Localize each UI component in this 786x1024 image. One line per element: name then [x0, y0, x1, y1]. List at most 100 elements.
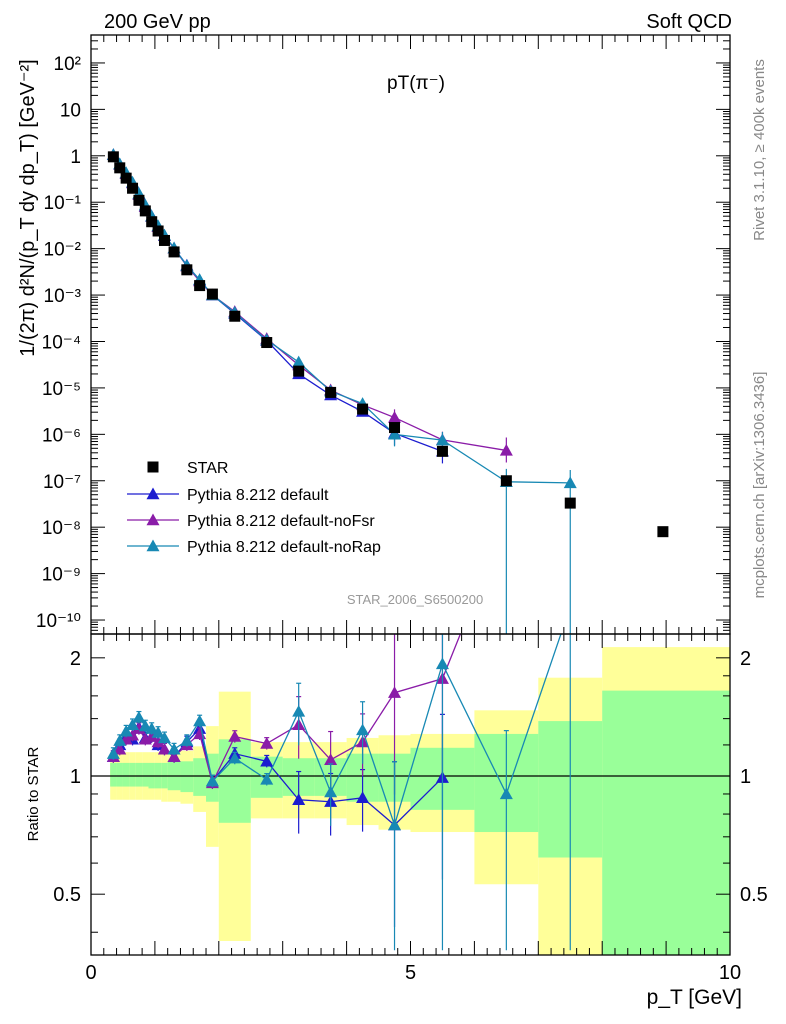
- y-tick-label: 10⁻⁸: [42, 518, 81, 539]
- data-point: [388, 411, 402, 423]
- ratio-y-tick-label-right: 0.5: [740, 884, 768, 906]
- data-point: [357, 403, 369, 415]
- y-tick-label: 10: [60, 100, 81, 121]
- main-panel: pT(π⁻) STAR_2006_S6500200 1/(2π) d²N/(p_…: [17, 34, 768, 635]
- ratio-y-tick-label: 2: [70, 648, 81, 670]
- x-axis-label: p_T [GeV]: [647, 986, 742, 1009]
- series-line: [112, 154, 507, 452]
- ratio-point: [260, 772, 274, 785]
- ratio-point: [292, 793, 306, 805]
- legend-marker: [146, 539, 160, 552]
- ratio-point: [193, 714, 207, 727]
- band-inner: [602, 690, 730, 955]
- data-point: [435, 433, 449, 446]
- ratio-point: [324, 753, 338, 765]
- ratio-point: [106, 747, 120, 759]
- legend-marker: [146, 513, 160, 526]
- data-point: [229, 310, 241, 322]
- data-point: [194, 280, 206, 292]
- y-tick-label: 10⁻⁹: [42, 565, 81, 586]
- ratio-point: [388, 818, 402, 831]
- data-point: [293, 365, 305, 377]
- band-inner: [122, 762, 130, 787]
- data-point: [563, 476, 577, 489]
- data-point: [564, 497, 576, 509]
- band-inner: [110, 762, 117, 787]
- series-2: [106, 148, 513, 463]
- ratio-point: [126, 728, 140, 741]
- data-point: [657, 526, 669, 538]
- ratio-point: [145, 722, 159, 734]
- data-point: [436, 445, 448, 457]
- band-inner: [193, 758, 207, 796]
- main-y-axis-label: 1/(2π) d²N/(p_T dy dp_T) [GeV⁻²]: [17, 59, 39, 356]
- legend-marker: [146, 487, 160, 500]
- ratio-panel: Ratio to STAR p_T [GeV] 0 5 10 0.5 0.5 1 1 2 2: [25, 633, 768, 1009]
- legend: STAR Pythia 8.212 default Pythia 8.212 def…: [127, 460, 381, 556]
- band-inner: [180, 761, 194, 793]
- data-point: [499, 443, 513, 456]
- ratio-y-tick-label: 0.5: [53, 884, 81, 906]
- ratio-point: [356, 791, 370, 804]
- ratio-point: [388, 686, 402, 698]
- ratio-point: [167, 750, 181, 762]
- band-inner: [116, 762, 123, 787]
- band-inner: [129, 762, 136, 787]
- y-tick-label: 10⁻⁴: [42, 332, 81, 353]
- data-point: [292, 355, 306, 368]
- series-1: [106, 148, 449, 464]
- series-line: [112, 154, 443, 452]
- series-line: [112, 154, 571, 484]
- legend-marker-star: [147, 461, 159, 473]
- y-tick-label: 10⁻⁵: [42, 379, 81, 400]
- ratio-y-tick-label-right: 2: [740, 648, 751, 670]
- ratio-point: [228, 730, 242, 742]
- data-point: [168, 246, 180, 258]
- ratio-point: [151, 735, 165, 748]
- data-point: [206, 288, 218, 300]
- ratio-point: [113, 734, 127, 746]
- ratio-point: [228, 751, 242, 764]
- data-point: [500, 475, 512, 487]
- ratio-y-axis-label: Ratio to STAR: [25, 746, 42, 841]
- y-tick-label: 10⁻²: [44, 240, 82, 261]
- side-label-rivet: Rivet 3.1.10, ≥ 400k events: [751, 59, 768, 241]
- ratio-point: [435, 657, 449, 670]
- data-point: [158, 234, 170, 246]
- data-point: [120, 172, 132, 184]
- y-tick-label: 10⁻⁶: [42, 425, 81, 446]
- legend-label: STAR: [187, 460, 228, 477]
- data-point: [181, 264, 193, 276]
- data-point: [152, 225, 164, 237]
- legend-label: Pythia 8.212 default-noRap: [187, 539, 381, 556]
- data-point: [389, 422, 401, 434]
- band-inner: [142, 762, 149, 787]
- ratio-series-group: [106, 634, 571, 951]
- ratio-point: [151, 726, 165, 738]
- legend-label: Pythia 8.212 default: [187, 487, 329, 504]
- ratio-point: [157, 742, 171, 755]
- ratio-bands: [110, 647, 730, 955]
- ratio-point: [260, 754, 274, 767]
- ratio-series-2: [106, 634, 571, 951]
- ratio-point: [205, 774, 219, 787]
- ratio-y-tick-label: 1: [70, 766, 81, 788]
- x-tick-label: 10: [719, 962, 741, 984]
- y-tick-label: 10⁻⁷: [43, 472, 81, 493]
- main-title: pT(π⁻): [387, 73, 445, 94]
- data-point: [133, 194, 145, 206]
- y-tick-label: 10²: [54, 54, 81, 75]
- ratio-point: [132, 710, 146, 723]
- ratio-point: [180, 734, 194, 746]
- ratio-point: [292, 704, 306, 717]
- data-point: [107, 151, 119, 163]
- data-point: [146, 216, 158, 228]
- y-tick-label: 10⁻¹⁰: [36, 611, 81, 632]
- ratio-point: [260, 737, 274, 749]
- data-point: [127, 182, 139, 194]
- legend-label: Pythia 8.212 default-noFsr: [187, 513, 375, 530]
- data-point: [325, 386, 337, 398]
- ratio-point: [356, 723, 370, 736]
- x-tick-label: 0: [85, 962, 96, 984]
- band-inner: [135, 762, 143, 787]
